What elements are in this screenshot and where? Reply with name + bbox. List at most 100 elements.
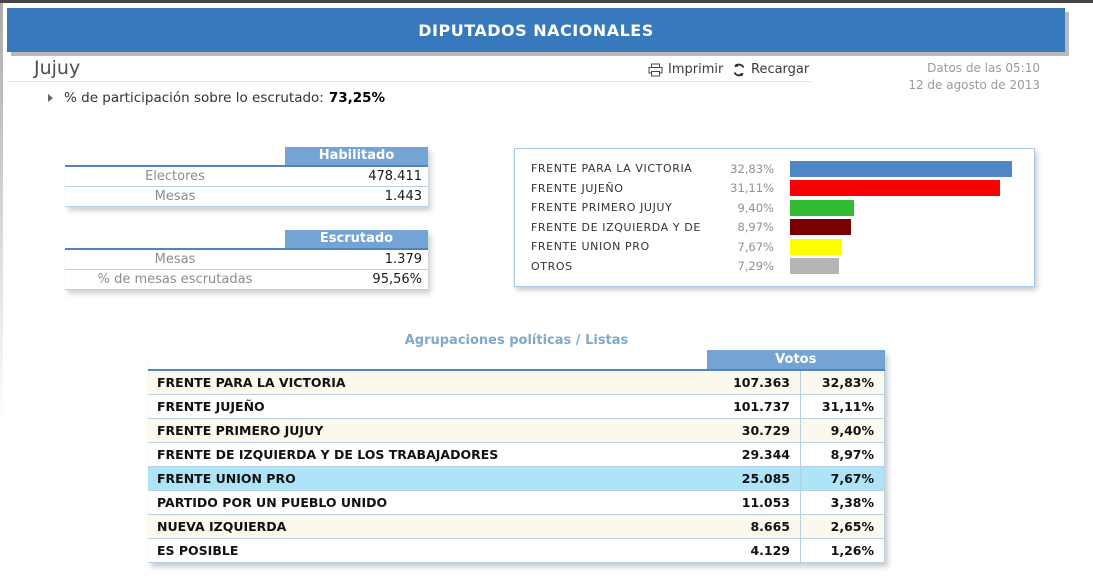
chart-category-label: FRENTE JUJEÑO xyxy=(531,181,624,195)
participation-value: 73,25% xyxy=(328,90,386,106)
party-percentage: 2,65% xyxy=(800,514,885,539)
votes-column-header: Votos xyxy=(707,350,885,371)
chart-category-label: FRENTE DE IZQUIERDA Y DE xyxy=(531,220,701,234)
results-header-spacer xyxy=(148,350,707,371)
summary-row: Mesas 1.443 xyxy=(65,187,428,207)
party-name: FRENTE PARA LA VICTORIA xyxy=(148,370,707,395)
toolbar-divider xyxy=(7,81,812,82)
summary-header-spacer xyxy=(65,147,285,165)
summary-row-label: Electores xyxy=(145,169,205,184)
party-percentage: 7,67% xyxy=(800,466,885,491)
summary-row-label: % de mesas escrutadas xyxy=(97,272,253,287)
results-header-row: Votos xyxy=(148,350,885,371)
printer-icon xyxy=(648,63,663,77)
party-percentage: 32,83% xyxy=(800,370,885,395)
chart-row: FRENTE UNION PRO 7,67% xyxy=(515,237,1034,257)
summary-header-label: Habilitado xyxy=(285,147,428,165)
reload-button[interactable]: Recargar xyxy=(732,62,809,77)
party-row[interactable]: PARTIDO POR UN PUEBLO UNIDO 11.053 3,38% xyxy=(148,490,885,515)
results-table-title: Agrupaciones políticas / Listas xyxy=(404,333,629,348)
chart-category-label: FRENTE PRIMERO JUJUY xyxy=(531,201,673,215)
print-label: Imprimir xyxy=(668,62,724,77)
chart-row: OTROS 7,29% xyxy=(515,257,1034,277)
party-votes: 30.729 xyxy=(707,418,801,443)
escrutado-table: Escrutado Mesas 1.379 % de mesas escrutadas… xyxy=(65,230,428,290)
data-timestamp: Datos de las 05:10 12 de agosto de 2013 xyxy=(908,60,1040,94)
party-votes: 29.344 xyxy=(707,442,801,467)
chart-value-label: 7,29% xyxy=(737,259,774,274)
chart-row: FRENTE PARA LA VICTORIA 32,83% xyxy=(515,159,1034,179)
party-percentage: 31,11% xyxy=(800,394,885,419)
left-edge-shadow xyxy=(0,3,3,423)
party-percentage: 8,97% xyxy=(800,442,885,467)
chart-bar xyxy=(790,160,1012,177)
print-button[interactable]: Imprimir xyxy=(648,62,723,77)
participation-label: % de participación sobre lo escrutado: xyxy=(64,90,324,106)
chart-value-label: 32,83% xyxy=(730,161,774,176)
summary-row-label: Mesas xyxy=(154,252,196,267)
party-percentage: 3,38% xyxy=(800,490,885,515)
party-row[interactable]: FRENTE PARA LA VICTORIA 107.363 32,83% xyxy=(148,370,885,395)
party-name: FRENTE DE IZQUIERDA Y DE LOS TRABAJADORE… xyxy=(148,442,707,467)
summary-row-value: 95,56% xyxy=(372,272,422,287)
results-bar-chart: FRENTE PARA LA VICTORIA 32,83% FRENTE JUJE… xyxy=(514,148,1035,287)
party-name: FRENTE UNION PRO xyxy=(148,466,707,491)
page-header: DIPUTADOS NACIONALES xyxy=(7,8,1065,52)
summary-row-value: 1.443 xyxy=(384,189,422,204)
region-title: Jujuy xyxy=(34,57,81,79)
data-date-line: 12 de agosto de 2013 xyxy=(908,78,1040,92)
party-name: ES POSIBLE xyxy=(148,538,707,563)
party-row[interactable]: FRENTE DE IZQUIERDA Y DE LOS TRABAJADORE… xyxy=(148,442,885,467)
party-row[interactable]: FRENTE PRIMERO JUJUY 30.729 9,40% xyxy=(148,418,885,443)
party-votes: 8.665 xyxy=(707,514,801,539)
party-percentage: 9,40% xyxy=(800,418,885,443)
refresh-icon xyxy=(732,63,746,77)
chart-value-label: 7,67% xyxy=(737,239,774,254)
chart-bar xyxy=(790,199,854,216)
reload-label: Recargar xyxy=(751,62,810,77)
party-votes: 107.363 xyxy=(707,370,801,395)
summary-row-value: 478.411 xyxy=(368,169,422,184)
summary-row: % de mesas escrutadas 95,56% xyxy=(65,270,428,290)
chart-value-label: 31,11% xyxy=(730,181,774,196)
party-name: FRENTE JUJEÑO xyxy=(148,394,707,419)
party-row[interactable]: FRENTE JUJEÑO 101.737 31,11% xyxy=(148,394,885,419)
bullet-triangle-icon xyxy=(48,94,53,102)
chart-category-label: OTROS xyxy=(531,259,573,273)
chart-row: FRENTE JUJEÑO 31,11% xyxy=(515,179,1034,199)
data-time-line: Datos de las 05:10 xyxy=(927,61,1040,75)
party-name: PARTIDO POR UN PUEBLO UNIDO xyxy=(148,490,707,515)
party-votes: 101.737 xyxy=(707,394,801,419)
summary-header-spacer xyxy=(65,230,285,248)
party-row[interactable]: NUEVA IZQUIERDA 8.665 2,65% xyxy=(148,514,885,539)
summary-header-label: Escrutado xyxy=(285,230,428,248)
top-border-line xyxy=(0,0,1093,3)
party-row[interactable]: ES POSIBLE 4.129 1,26% xyxy=(148,538,885,563)
party-votes: 25.085 xyxy=(707,466,801,491)
party-name: FRENTE PRIMERO JUJUY xyxy=(148,418,707,443)
chart-row: FRENTE PRIMERO JUJUY 9,40% xyxy=(515,198,1034,218)
chart-row: FRENTE DE IZQUIERDA Y DE 8,97% xyxy=(515,218,1034,238)
party-name: NUEVA IZQUIERDA xyxy=(148,514,707,539)
party-row-selected[interactable]: FRENTE UNION PRO 25.085 7,67% xyxy=(148,466,885,491)
chart-bar xyxy=(790,180,1000,197)
party-votes: 11.053 xyxy=(707,490,801,515)
party-percentage: 1,26% xyxy=(800,538,885,563)
chart-bar xyxy=(790,238,842,255)
chart-value-label: 9,40% xyxy=(737,200,774,215)
habilitado-table: Habilitado Electores 478.411 Mesas 1.443 xyxy=(65,147,428,207)
results-table: Votos FRENTE PARA LA VICTORIA 107.363 32,8… xyxy=(148,350,885,563)
page-title: DIPUTADOS NACIONALES xyxy=(418,20,654,40)
chart-category-label: FRENTE UNION PRO xyxy=(531,240,650,254)
summary-row: Mesas 1.379 xyxy=(65,250,428,270)
chart-bar xyxy=(790,219,851,236)
party-votes: 4.129 xyxy=(707,538,801,563)
summary-row-value: 1.379 xyxy=(384,252,422,267)
summary-header-row: Escrutado xyxy=(65,230,428,250)
participation-row: % de participación sobre lo escrutado: 7… xyxy=(48,90,385,106)
chart-category-label: FRENTE PARA LA VICTORIA xyxy=(531,162,693,176)
summary-row-label: Mesas xyxy=(154,189,196,204)
chart-bar xyxy=(790,258,839,275)
summary-header-row: Habilitado xyxy=(65,147,428,167)
